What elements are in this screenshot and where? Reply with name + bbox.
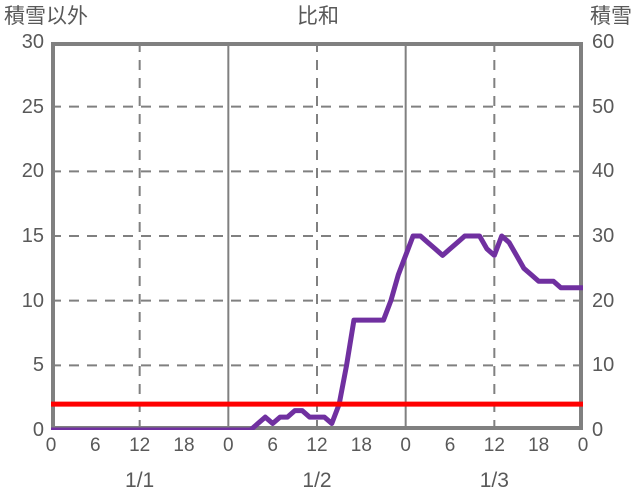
y-axis-right-tick-label: 10: [592, 354, 615, 377]
y-axis-right-tick-label: 60: [592, 31, 615, 53]
x-axis-tick-label: 18: [350, 435, 372, 456]
plot-area: [51, 42, 583, 430]
x-axis-tick-label: 12: [483, 435, 505, 456]
y-axis-right-tick-label: 30: [592, 225, 615, 247]
right-axis-title: 積雪: [590, 5, 632, 28]
x-axis-tick-label: 0: [577, 435, 589, 456]
y-axis-right-tick-label: 50: [592, 95, 615, 118]
x-axis-tick-label: 18: [528, 435, 550, 456]
x-axis-day-label: 1/2: [302, 469, 332, 492]
x-axis-tick-label: 12: [306, 435, 328, 456]
y-axis-left-tick-label: 10: [21, 289, 44, 312]
y-axis-left-tick-label: 15: [21, 225, 44, 247]
x-axis-tick-label: 0: [45, 435, 57, 456]
plot-svg: [51, 42, 583, 430]
x-axis-tick-label: 18: [173, 435, 195, 456]
x-axis-tick-label: 0: [223, 435, 234, 456]
x-axis-tick-label: 6: [267, 435, 278, 456]
snow-depth-line: [51, 233, 583, 430]
y-axis-left-tick-label: 25: [21, 95, 44, 118]
y-axis-left-tick-label: 0: [32, 419, 44, 441]
x-axis-tick-label: 6: [444, 435, 456, 456]
y-axis-right-tick-label: 40: [592, 160, 615, 183]
y-axis-left-tick-label: 20: [21, 160, 44, 183]
chart-title: 比和: [297, 5, 339, 28]
x-axis-day-label: 1/1: [125, 469, 155, 492]
y-axis-left-tick-label: 5: [32, 354, 44, 377]
y-axis-left-tick-label: 30: [21, 31, 44, 53]
y-axis-right-tick-label: 0: [592, 419, 604, 441]
x-axis-tick-label: 0: [400, 435, 411, 456]
gridlines: [51, 42, 583, 430]
x-axis-tick-label: 6: [90, 435, 101, 456]
series-layer: [51, 233, 583, 430]
y-axis-right-tick-label: 20: [592, 289, 615, 312]
left-axis-title: 積雪以外: [4, 5, 88, 28]
x-axis-tick-label: 12: [129, 435, 151, 456]
x-axis-day-label: 1/3: [479, 469, 509, 492]
